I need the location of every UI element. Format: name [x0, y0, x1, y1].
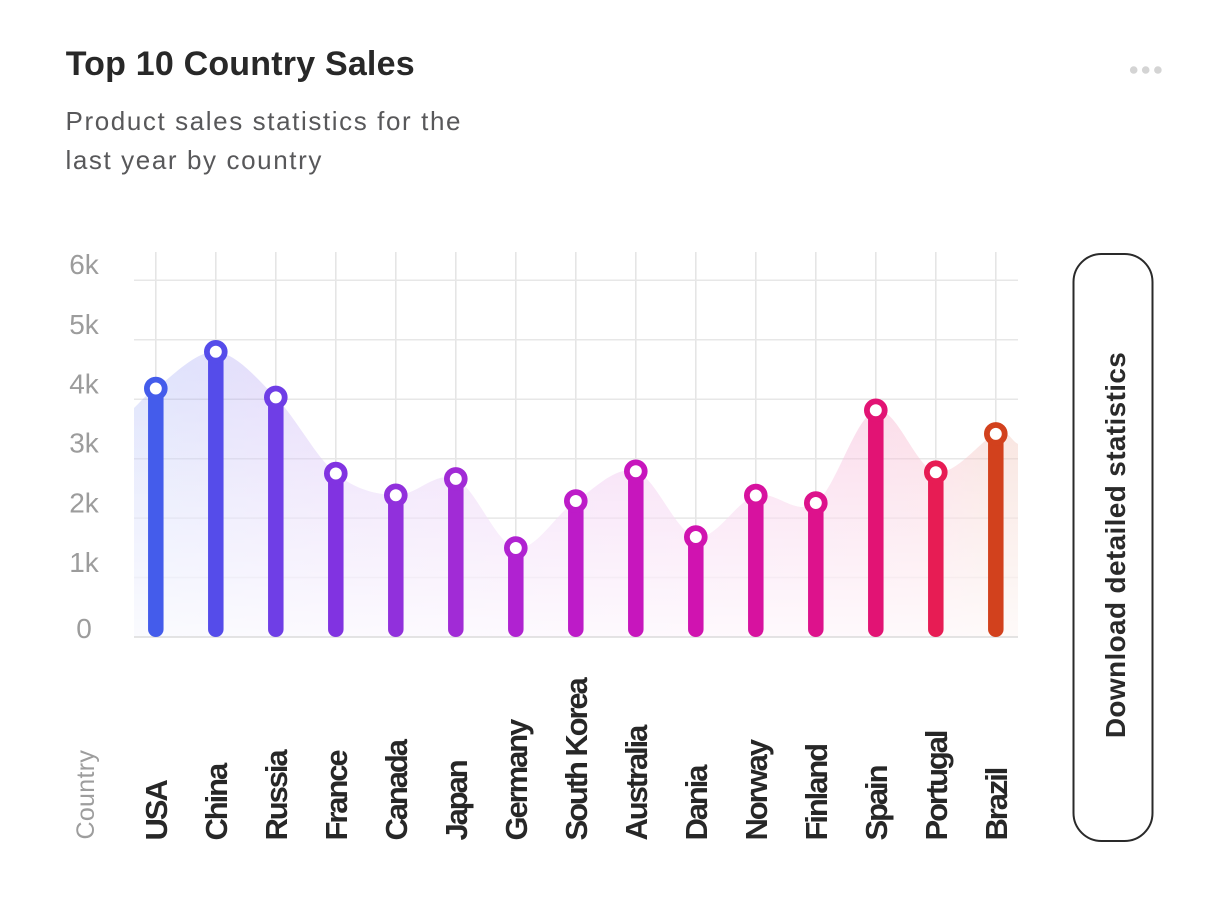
svg-text:USA: USA [139, 780, 174, 841]
svg-text:1k: 1k [69, 547, 100, 578]
svg-text:Portugal: Portugal [919, 731, 954, 840]
svg-text:Brazil: Brazil [979, 768, 1014, 840]
svg-text:6k: 6k [69, 249, 100, 280]
svg-text:Japan: Japan [439, 760, 474, 840]
svg-text:5k: 5k [69, 309, 100, 340]
svg-text:Dania: Dania [679, 764, 714, 841]
svg-text:Country: Country [72, 750, 100, 840]
svg-text:Australia: Australia [619, 724, 654, 841]
svg-text:China: China [199, 762, 234, 840]
svg-text:Norway: Norway [739, 738, 774, 840]
svg-text:Canada: Canada [379, 738, 414, 840]
svg-text:South Korea: South Korea [559, 676, 594, 840]
svg-text:2k: 2k [69, 488, 100, 519]
svg-text:0: 0 [76, 613, 92, 644]
svg-text:Spain: Spain [859, 765, 894, 840]
svg-text:3k: 3k [69, 428, 100, 459]
svg-text:4k: 4k [69, 369, 100, 400]
svg-text:Download detailed statistics: Download detailed statistics [1100, 352, 1131, 738]
svg-text:France: France [319, 750, 354, 841]
svg-text:Russia: Russia [259, 749, 294, 841]
svg-text:Finland: Finland [799, 745, 834, 841]
svg-text:Germany: Germany [499, 718, 534, 841]
